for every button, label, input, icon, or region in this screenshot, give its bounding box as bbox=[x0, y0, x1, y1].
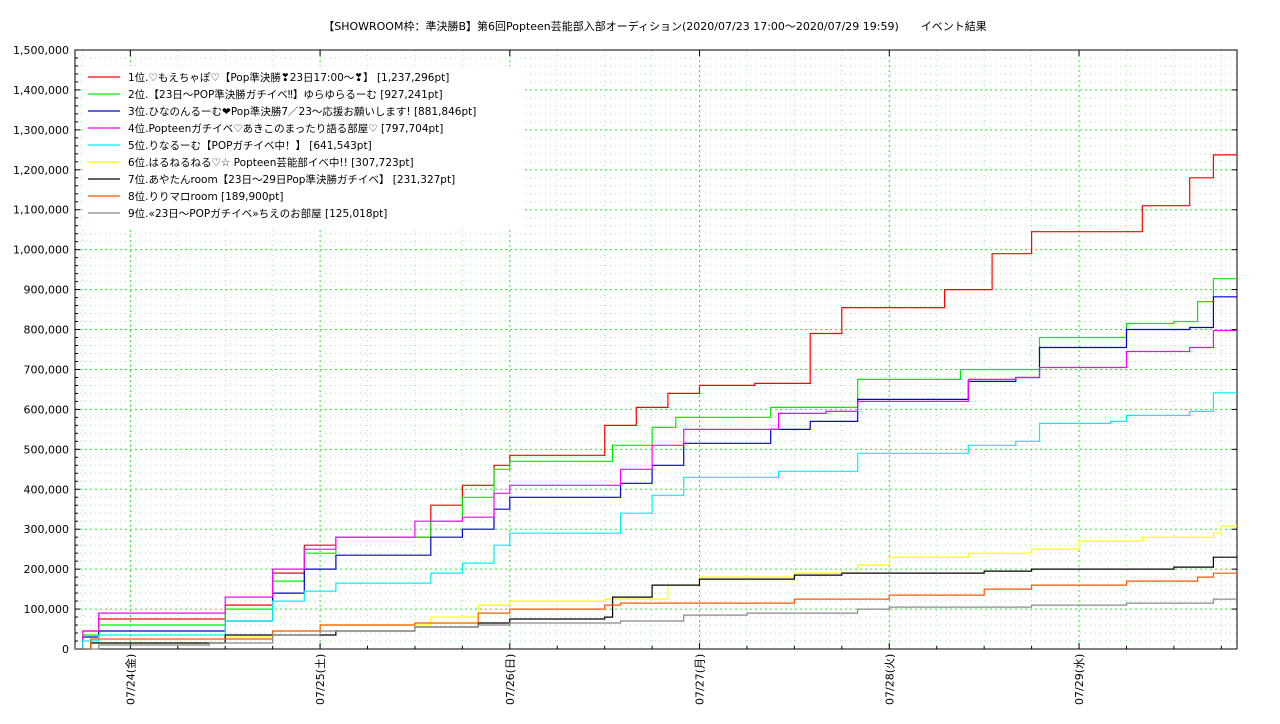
y-tick-label: 100,000 bbox=[24, 603, 70, 616]
legend-label: 1位.♡もえちゃぽ♡【Pop準決勝❣23日17:00〜❣】 [1,237,296… bbox=[128, 71, 449, 84]
series-line-4 bbox=[75, 329, 1237, 650]
y-tick-label: 1,400,000 bbox=[13, 84, 69, 97]
y-tick-label: 400,000 bbox=[24, 483, 70, 496]
plot-frame bbox=[74, 49, 1238, 650]
grid bbox=[75, 49, 1237, 650]
legend-label: 8位.りりマロroom [189,900pt] bbox=[128, 190, 283, 203]
y-tick-label: 300,000 bbox=[24, 523, 70, 536]
y-tick-label: 500,000 bbox=[24, 443, 70, 456]
x-tick-label: 07/27(月) bbox=[694, 654, 707, 705]
x-tick-label: 07/24(金) bbox=[123, 654, 137, 705]
y-tick-label: 800,000 bbox=[24, 324, 70, 337]
y-tick-label: 600,000 bbox=[24, 403, 70, 416]
legend: 1位.♡もえちゃぽ♡【Pop準決勝❣23日17:00〜❣】 [1,237,296… bbox=[82, 66, 522, 228]
y-tick-label: 0 bbox=[62, 643, 69, 656]
legend-label: 7位.あやたんroom【23日〜29日Pop準決勝ガチイベ】 [231,327p… bbox=[128, 173, 455, 186]
legend-label: 6位.はるねるねる♡☆ Popteen芸能部イベ中!! [307,723pt] bbox=[128, 156, 414, 169]
y-tick-label: 700,000 bbox=[24, 363, 70, 376]
legend-label: 5位.りなるーむ【POPガチイベ中！】 [641,543pt] bbox=[128, 139, 372, 152]
legend-box bbox=[82, 66, 522, 228]
y-tick-label: 200,000 bbox=[24, 563, 70, 576]
series-line-6 bbox=[75, 525, 1237, 650]
chart-title: 【SHOWROOM枠：準決勝B】第6回Popteen芸能部入部オーディション(2… bbox=[323, 19, 987, 33]
x-tick-label: 07/25(土) bbox=[314, 654, 327, 705]
series-line-1 bbox=[75, 154, 1237, 650]
y-tick-label: 1,000,000 bbox=[13, 244, 69, 257]
series-line-5 bbox=[75, 392, 1237, 650]
legend-label: 9位.«23日〜POPガチイベ»ちえのお部屋 [125,018pt] bbox=[128, 207, 387, 220]
y-tick-label: 1,100,000 bbox=[13, 204, 69, 217]
y-tick-label: 1,500,000 bbox=[13, 44, 69, 57]
y-tick-label: 1,300,000 bbox=[13, 124, 69, 137]
series-line-8 bbox=[75, 572, 1237, 650]
legend-label: 2位.【23日〜POP準決勝ガチイベ‼】ゆらゆらるーむ [927,241pt] bbox=[128, 88, 443, 101]
x-tick-label: 07/29(水) bbox=[1073, 654, 1086, 705]
series-group bbox=[75, 154, 1238, 650]
series-line-9 bbox=[75, 598, 1237, 650]
legend-label: 4位.Popteenガチイベ♡あきこのまったり語る部屋♡ [797,704pt] bbox=[128, 122, 443, 135]
y-tick-label: 900,000 bbox=[24, 284, 70, 297]
x-tick-label: 07/28(火) bbox=[883, 654, 896, 705]
x-tick-label: 07/26(日) bbox=[504, 654, 517, 705]
axes: 0 100,000 200,000 300,000 400,000 500,000 600,… bbox=[13, 44, 1238, 705]
y-tick-label: 1,200,000 bbox=[13, 164, 69, 177]
legend-label: 3位.ひなのんるーむ❤Pop準決勝7／23〜応援お願いします! [881,846… bbox=[128, 105, 476, 118]
